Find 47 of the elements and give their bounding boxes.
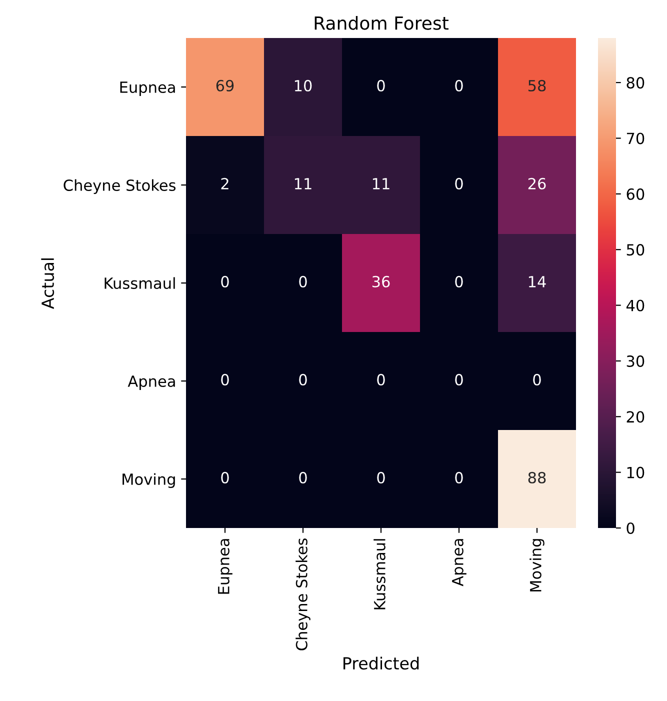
y-tick-label: Eupnea — [120, 82, 175, 96]
y-tick-label: Kussmaul — [104, 277, 175, 290]
color-bar-label: 10 — [627, 466, 644, 478]
data-label: 0 — [299, 276, 307, 288]
chart-title: Random Forest — [314, 16, 449, 30]
data-label: 0 — [221, 472, 229, 484]
data-label: 10 — [294, 80, 312, 92]
x-tick-label: Eupnea — [218, 539, 232, 594]
y-tick-label: Apnea — [128, 376, 175, 390]
y-tick-label: Cheyne Stokes — [64, 179, 176, 194]
data-label: 0 — [221, 374, 229, 386]
data-label: 0 — [455, 472, 463, 484]
x-tick-label: Apnea — [452, 539, 466, 586]
data-label: 11 — [372, 178, 390, 190]
color-bar-label: 40 — [626, 300, 644, 312]
x-axis-title: Predicted — [344, 656, 419, 670]
data-label: 0 — [455, 80, 463, 92]
data-label: 14 — [528, 276, 546, 288]
data-label: 0 — [377, 472, 385, 484]
x-tick-label: Moving — [530, 539, 544, 592]
data-label: 11 — [294, 178, 312, 190]
data-label: 2 — [221, 178, 228, 190]
color-bar-label: 50 — [626, 244, 644, 256]
y-axis-title: Actual — [41, 258, 54, 309]
x-tick-label: Kussmaul — [374, 539, 386, 610]
data-label: 26 — [528, 178, 546, 190]
data-label: 58 — [528, 80, 546, 92]
color-bar-label: 30 — [626, 355, 644, 367]
data-label: 0 — [299, 374, 307, 386]
data-label: 69 — [216, 80, 234, 92]
color-bar-label: 0 — [626, 522, 634, 534]
color-bar-label: 70 — [626, 132, 644, 144]
data-label: 36 — [372, 276, 390, 288]
data-label: 0 — [377, 374, 385, 386]
color-bar-label: 80 — [626, 77, 644, 89]
color-bar-label: 60 — [626, 188, 644, 200]
data-label: 0 — [377, 80, 385, 92]
data-label: 0 — [533, 374, 541, 386]
data-label: 0 — [455, 374, 463, 386]
data-label: 0 — [299, 472, 307, 484]
data-label: 0 — [455, 276, 463, 288]
y-tick-label: Moving — [122, 473, 175, 488]
data-label: 0 — [221, 276, 229, 288]
color-bar-label: 20 — [626, 411, 644, 423]
x-tick-label: Cheyne Stokes — [296, 538, 310, 650]
data-label: 0 — [455, 178, 463, 190]
data-label: 88 — [528, 472, 546, 484]
